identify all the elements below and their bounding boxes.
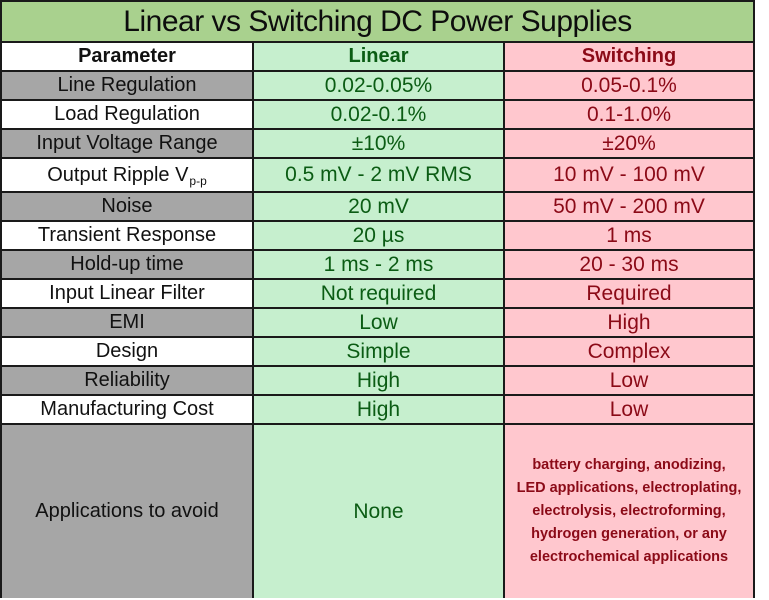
linear-cell: High <box>254 396 503 423</box>
parameter-cell: Line Regulation <box>2 72 252 99</box>
table-row: Applications to avoid None battery charg… <box>2 425 753 598</box>
application-line: electrolysis, electroforming, <box>532 503 726 519</box>
application-line: electrochemical applications <box>529 549 729 565</box>
parameter-cell: Input Voltage Range <box>2 130 252 157</box>
table-title: Linear vs Switching DC Power Supplies <box>2 2 753 41</box>
table-row: Transient Response 20 µs 1 ms <box>2 222 753 249</box>
header-parameter: Parameter <box>2 43 252 70</box>
linear-cell: 1 ms - 2 ms <box>254 251 503 278</box>
parameter-subscript: p-p <box>189 174 207 188</box>
parameter-cell: EMI <box>2 309 252 336</box>
switching-cell: 0.1-1.0% <box>505 101 753 128</box>
switching-cell: 1 ms <box>505 222 753 249</box>
switching-cell: Low <box>505 367 753 394</box>
header-linear: Linear <box>254 43 503 70</box>
switching-cell: 50 mV - 200 mV <box>505 193 753 220</box>
linear-cell: 20 mV <box>254 193 503 220</box>
switching-cell: High <box>505 309 753 336</box>
parameter-cell: Input Linear Filter <box>2 280 252 307</box>
parameter-cell: Reliability <box>2 367 252 394</box>
linear-cell: High <box>254 367 503 394</box>
parameter-cell: Noise <box>2 193 252 220</box>
parameter-label: Output Ripple V <box>47 163 189 186</box>
switching-cell: Complex <box>505 338 753 365</box>
parameter-cell: Load Regulation <box>2 101 252 128</box>
table-row: Manufacturing Cost High Low <box>2 396 753 423</box>
linear-cell: Low <box>254 309 503 336</box>
linear-cell: ±10% <box>254 130 503 157</box>
switching-cell: Low <box>505 396 753 423</box>
parameter-cell: Transient Response <box>2 222 252 249</box>
table-row: Design Simple Complex <box>2 338 753 365</box>
header-switching: Switching <box>505 43 753 70</box>
parameter-cell: Hold-up time <box>2 251 252 278</box>
switching-cell: battery charging, anodizing, LED applica… <box>505 425 753 598</box>
application-line: battery charging, anodizing, <box>532 457 726 473</box>
linear-cell: Not required <box>254 280 503 307</box>
comparison-table: Linear vs Switching DC Power Supplies Pa… <box>0 0 755 598</box>
switching-cell: 10 mV - 100 mV <box>505 159 753 191</box>
parameter-cell: Manufacturing Cost <box>2 396 252 423</box>
table-row: Line Regulation 0.02-0.05% 0.05-0.1% <box>2 72 753 99</box>
table-row: Input Linear Filter Not required Require… <box>2 280 753 307</box>
applications-list: battery charging, anodizing, LED applica… <box>513 454 746 569</box>
table-row: Hold-up time 1 ms - 2 ms 20 - 30 ms <box>2 251 753 278</box>
application-line: LED applications, electroplating, <box>516 480 742 496</box>
linear-cell: 20 µs <box>254 222 503 249</box>
table-row: EMI Low High <box>2 309 753 336</box>
linear-cell: Simple <box>254 338 503 365</box>
table-row: Load Regulation 0.02-0.1% 0.1-1.0% <box>2 101 753 128</box>
parameter-cell: Applications to avoid <box>2 425 252 598</box>
application-line: hydrogen generation, or any <box>531 526 727 542</box>
table-row: Reliability High Low <box>2 367 753 394</box>
linear-cell: 0.02-0.1% <box>254 101 503 128</box>
linear-cell: None <box>254 425 503 598</box>
table-row: Input Voltage Range ±10% ±20% <box>2 130 753 157</box>
switching-cell: 20 - 30 ms <box>505 251 753 278</box>
table-row: Noise 20 mV 50 mV - 200 mV <box>2 193 753 220</box>
header-row: Parameter Linear Switching <box>2 43 753 70</box>
linear-cell: 0.02-0.05% <box>254 72 503 99</box>
switching-cell: 0.05-0.1% <box>505 72 753 99</box>
switching-cell: Required <box>505 280 753 307</box>
switching-cell: ±20% <box>505 130 753 157</box>
linear-cell: 0.5 mV - 2 mV RMS <box>254 159 503 191</box>
parameter-cell: Design <box>2 338 252 365</box>
